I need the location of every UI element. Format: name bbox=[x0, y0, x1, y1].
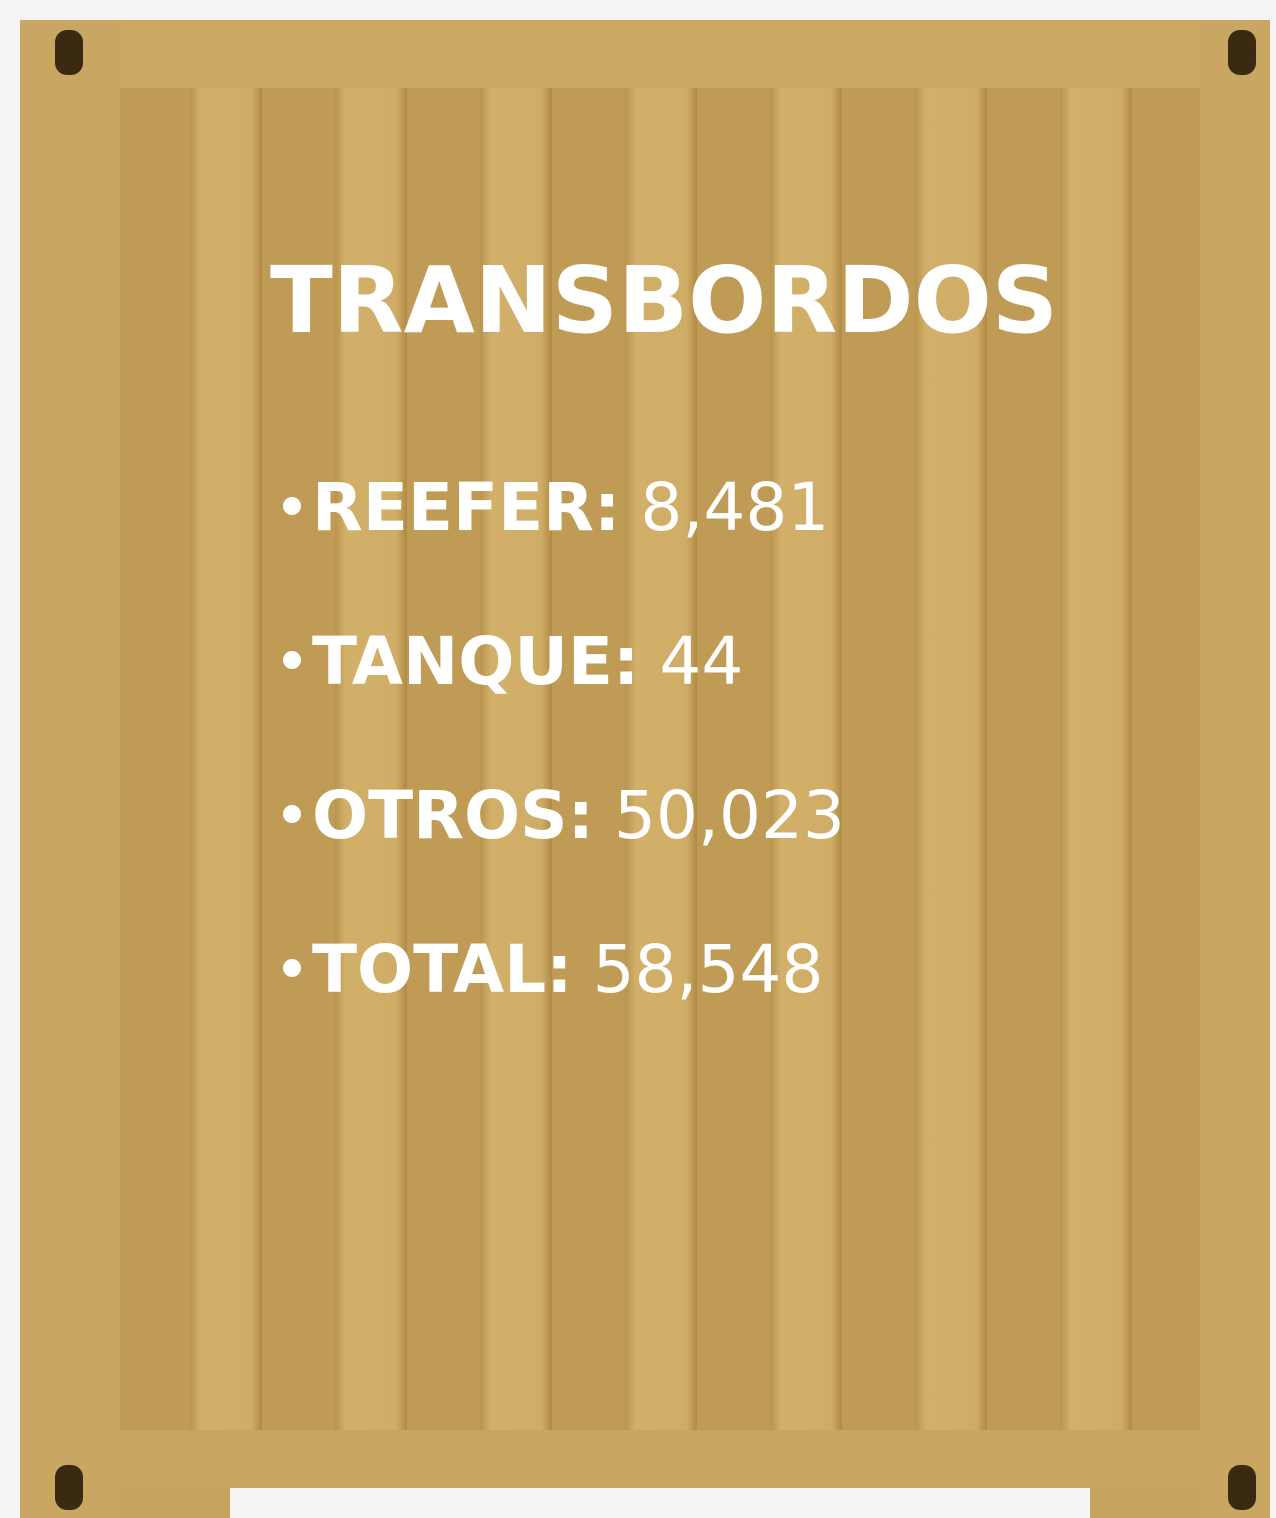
rib bbox=[1060, 88, 1132, 1433]
item-label: TANQUE: bbox=[312, 623, 639, 700]
bullet bbox=[283, 805, 301, 823]
title: TRANSBORDOS bbox=[270, 247, 1058, 354]
item: TOTAL: 58,548 bbox=[312, 931, 824, 1008]
bullet bbox=[283, 651, 301, 669]
item-label: REEFER: bbox=[312, 469, 620, 546]
item-value: 8,481 bbox=[640, 469, 829, 546]
item-value: 50,023 bbox=[614, 777, 845, 854]
item-label: TOTAL: bbox=[312, 931, 573, 1008]
rib bbox=[770, 88, 842, 1433]
bullet bbox=[283, 497, 301, 515]
rib bbox=[915, 88, 987, 1433]
item-value: 58,548 bbox=[593, 931, 824, 1008]
item: TANQUE: 44 bbox=[312, 623, 743, 700]
corrugation bbox=[190, 88, 1132, 1433]
item-value: 44 bbox=[659, 623, 743, 700]
bullet bbox=[283, 959, 301, 977]
rib bbox=[335, 88, 407, 1433]
rib bbox=[625, 88, 697, 1433]
item-label: OTROS: bbox=[312, 777, 594, 854]
item: REEFER: 8,481 bbox=[312, 469, 829, 546]
rib bbox=[190, 88, 262, 1433]
rib bbox=[480, 88, 552, 1433]
item: OTROS: 50,023 bbox=[312, 777, 845, 854]
container bbox=[20, 20, 1270, 1518]
